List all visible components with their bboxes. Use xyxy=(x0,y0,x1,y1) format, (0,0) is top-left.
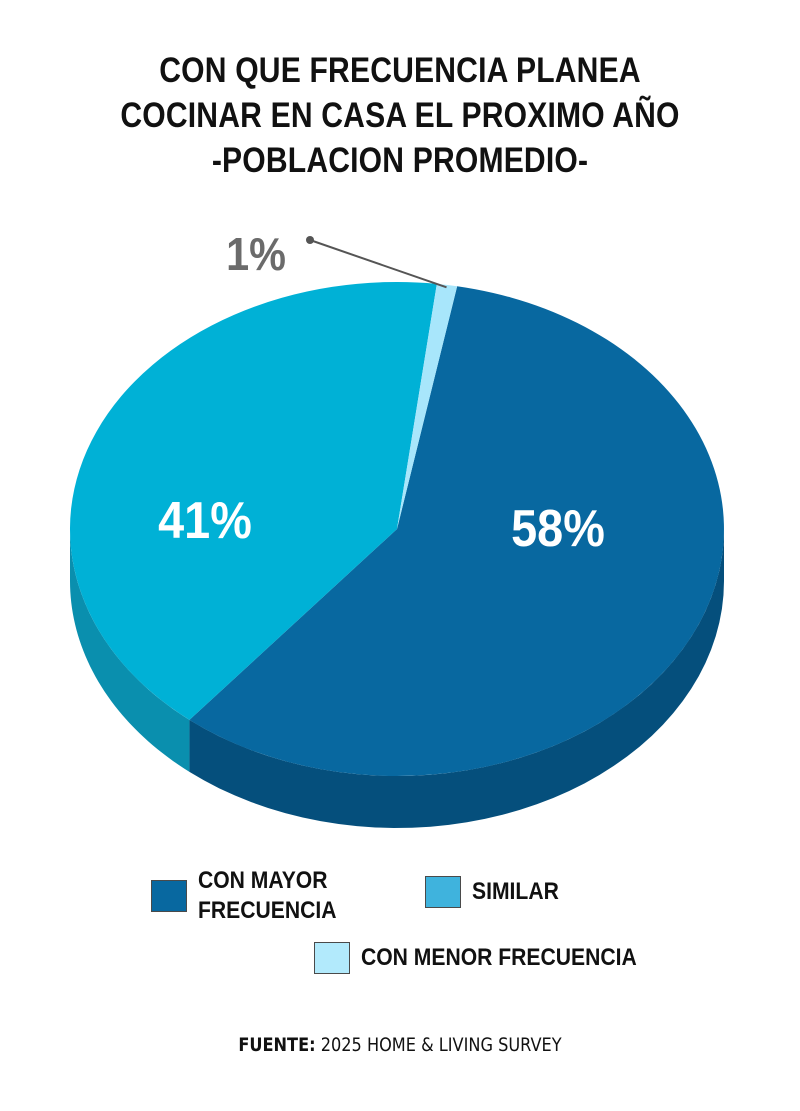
pie-slice-3 xyxy=(397,283,458,529)
source-note: FUENTE: 2025 HOME & LIVING SURVEY xyxy=(60,1034,740,1056)
chart-title: CON QUE FRECUENCIA PLANEA COCINAR EN CAS… xyxy=(56,48,744,183)
pie-side-2 xyxy=(70,529,190,772)
pie-top-faces xyxy=(69,281,724,776)
legend-swatch xyxy=(314,942,350,974)
legend-item-con-menor-frecuencia: CON MENOR FRECUENCIA xyxy=(314,942,674,974)
title-line-1: CON QUE FRECUENCIA PLANEA xyxy=(159,51,641,90)
leader-line xyxy=(309,239,447,289)
source-label: FUENTE: xyxy=(238,1034,316,1056)
legend-label: CON MENOR FRECUENCIA xyxy=(361,944,637,971)
data-label-3: 1% xyxy=(226,229,286,281)
leader-dot xyxy=(306,236,314,244)
pie-side-walls xyxy=(70,529,724,828)
legend-swatch xyxy=(151,880,187,912)
data-label-2: 41% xyxy=(158,492,252,550)
pie-slice-1 xyxy=(189,286,724,776)
data-label-1: 58% xyxy=(511,500,605,558)
pie-data-labels: 58% 41% 1% xyxy=(158,229,605,558)
title-line-3: -POBLACION PROMEDIO- xyxy=(211,141,589,180)
legend-label: SIMILAR xyxy=(472,878,559,905)
legend-item-con-mayor-frecuencia: CON MAYOR FRECUENCIA xyxy=(151,866,398,926)
legend-item-similar: SIMILAR xyxy=(425,876,571,908)
legend-label: CON MAYOR FRECUENCIA xyxy=(198,867,337,924)
legend-swatch xyxy=(425,876,461,908)
pie-slice-2 xyxy=(69,281,437,720)
title-line-2: COCINAR EN CASA EL PROXIMO AÑO xyxy=(120,96,680,135)
pie-side-1 xyxy=(189,529,724,828)
source-text: 2025 HOME & LIVING SURVEY xyxy=(320,1034,562,1056)
